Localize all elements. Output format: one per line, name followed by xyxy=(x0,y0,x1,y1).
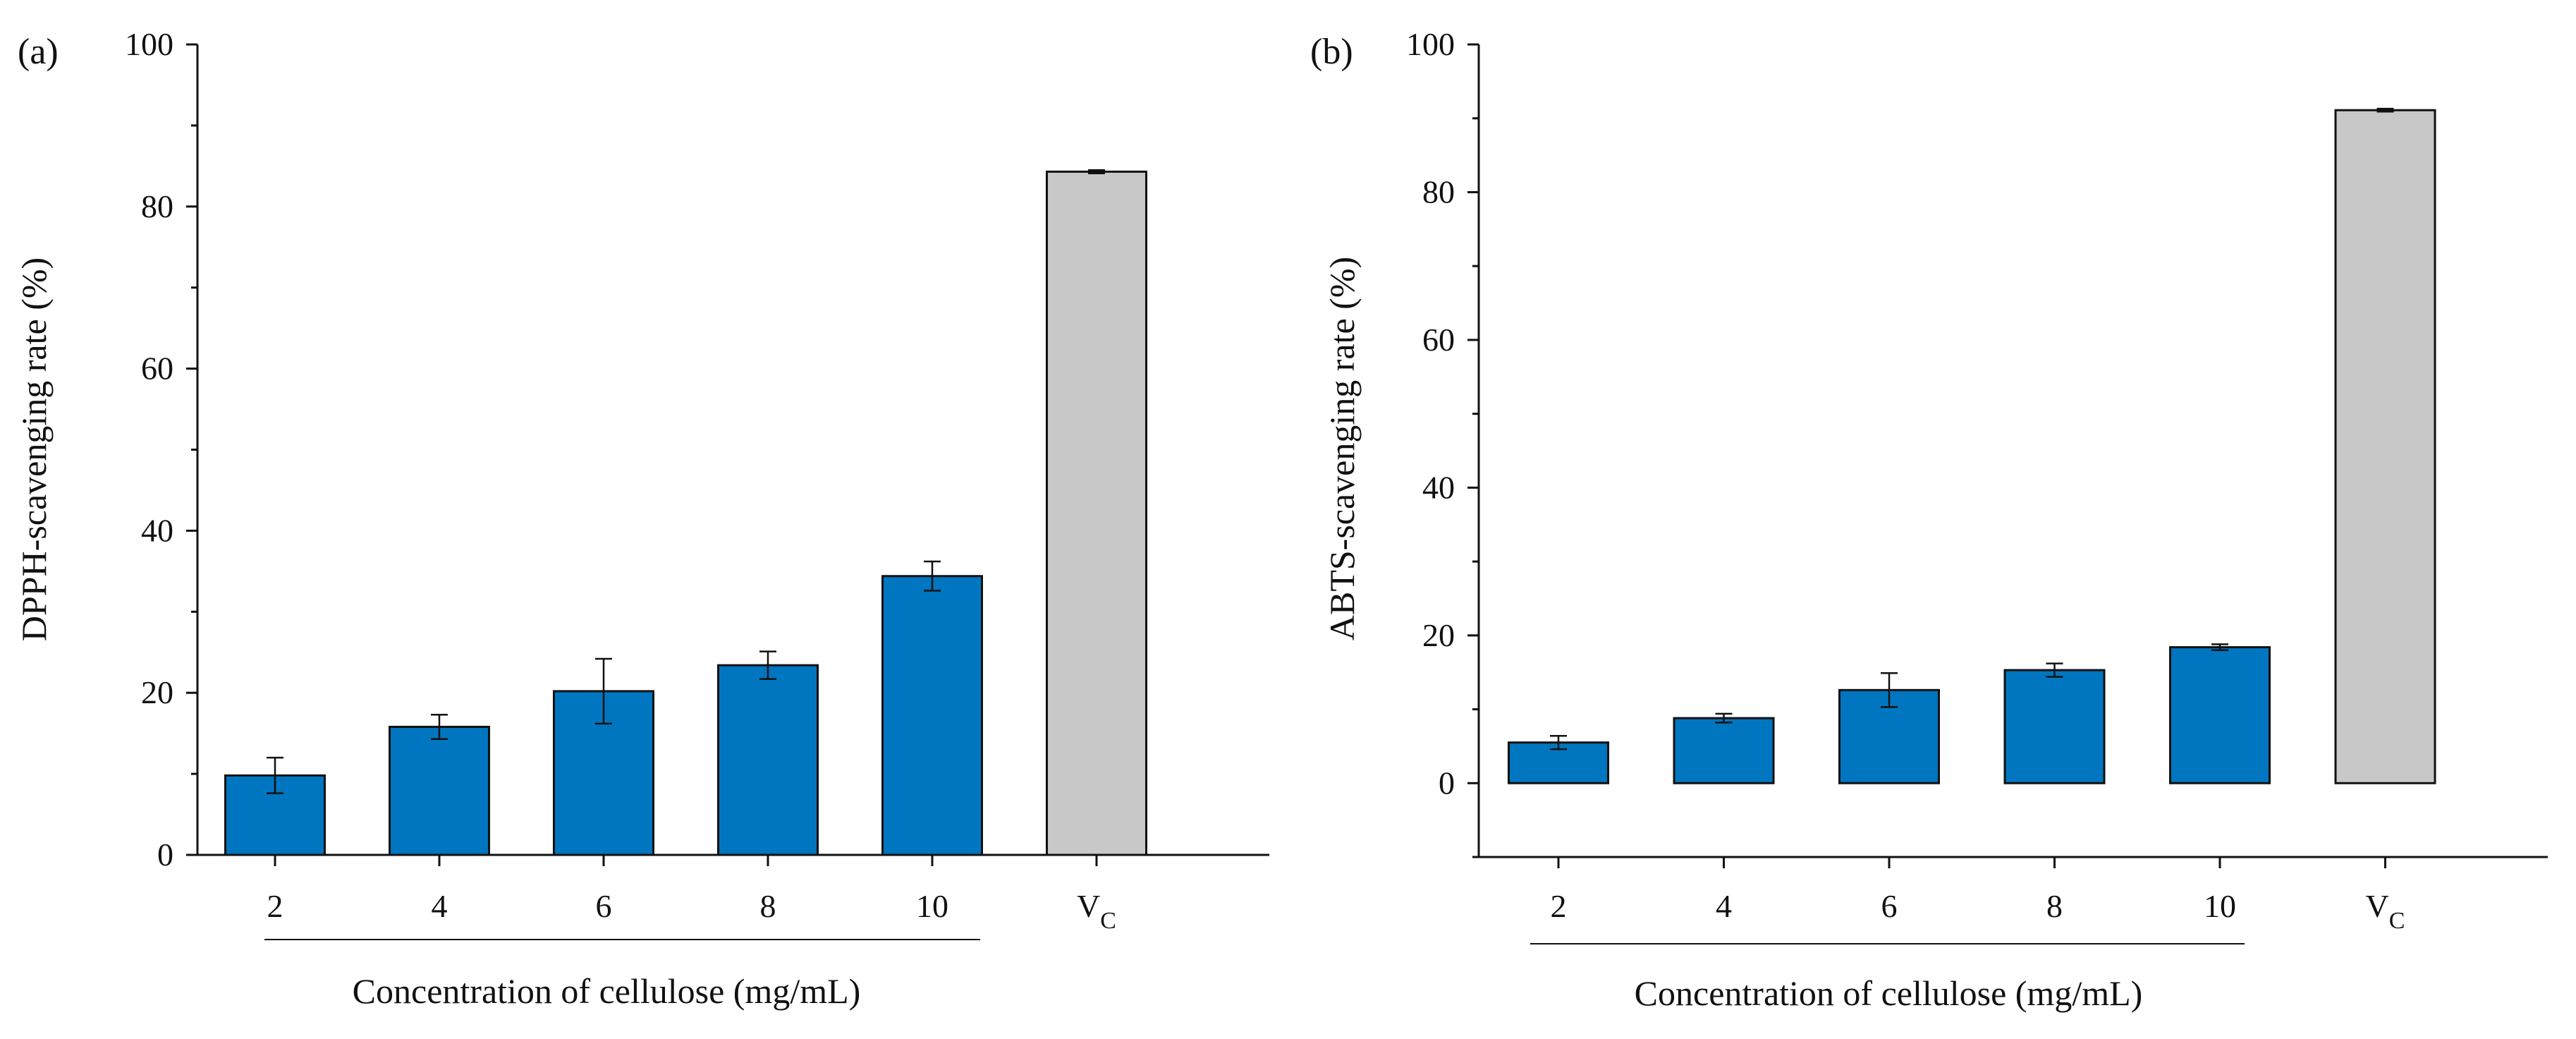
y-tick-label: 40 xyxy=(141,512,173,548)
y-axis-label: DPPH-scavenging rate (%) xyxy=(14,257,54,641)
x-tick-label-subscript: C xyxy=(2389,908,2405,934)
y-tick-label: 80 xyxy=(141,188,173,224)
x-tick-label: 8 xyxy=(2046,888,2063,924)
y-tick-label: 0 xyxy=(157,837,173,873)
y-axis-label: ABTS-scavenging rate (%) xyxy=(1322,257,1362,640)
x-tick-label: 2 xyxy=(267,888,283,924)
x-tick-label-text: 6 xyxy=(1881,888,1898,924)
panel-b: 0 20 40 60 80 100 2 4 6 8 10 VC Concentration of cel… xyxy=(1310,26,2548,1013)
x-tick-label-text: 8 xyxy=(2046,888,2063,924)
x-tick-label: VC xyxy=(1077,888,1116,934)
bar xyxy=(1673,717,1775,784)
x-tick-label-text: V xyxy=(1077,888,1100,924)
bar xyxy=(2169,646,2271,784)
x-tick-label: 10 xyxy=(916,888,948,924)
x-tick-label-text: 6 xyxy=(596,888,612,924)
panel-a: 0 20 40 60 80 100 2 4 6 8 10 VC Concentration of cel… xyxy=(14,26,1269,1011)
panel-label: (b) xyxy=(1310,32,1353,72)
x-tick-label: 10 xyxy=(2204,888,2236,924)
bar xyxy=(2334,109,2436,784)
y-tick-label: 40 xyxy=(1422,469,1455,505)
bar xyxy=(717,664,819,856)
bar xyxy=(224,774,326,856)
bar xyxy=(2003,669,2106,784)
y-tick-label: 100 xyxy=(125,26,173,62)
bar xyxy=(1046,170,1147,856)
y-tick-label: 0 xyxy=(1439,765,1455,801)
x-tick-label: 6 xyxy=(1881,888,1898,924)
y-tick-label: 60 xyxy=(141,351,173,387)
x-tick-label: 8 xyxy=(760,888,776,924)
x-tick-label-text: 8 xyxy=(760,888,776,924)
x-tick-label: 6 xyxy=(596,888,612,924)
y-tick-label: 60 xyxy=(1422,322,1455,358)
y-tick-label: 100 xyxy=(1406,26,1455,62)
x-tick-label: 4 xyxy=(1716,888,1732,924)
x-tick-label: VC xyxy=(2366,888,2405,934)
y-tick-label: 80 xyxy=(1422,174,1455,209)
x-tick-label-text: 10 xyxy=(916,888,948,924)
x-tick-label-text: 4 xyxy=(1716,888,1732,924)
panel-label: (a) xyxy=(18,32,59,72)
x-axis-label: Concentration of cellulose (mg/mL) xyxy=(353,971,861,1011)
x-tick-label-text: V xyxy=(2366,888,2389,924)
bar xyxy=(881,575,983,856)
x-tick-label: 2 xyxy=(1551,888,1567,924)
y-tick-label: 20 xyxy=(1422,617,1455,653)
x-tick-label-text: 4 xyxy=(432,888,448,924)
x-axis-label: Concentration of cellulose (mg/mL) xyxy=(1635,973,2143,1013)
x-tick-label-text: 2 xyxy=(267,888,283,924)
x-tick-label-subscript: C xyxy=(1100,908,1116,934)
bar xyxy=(389,725,490,856)
y-tick-label: 20 xyxy=(141,674,173,710)
x-tick-label-text: 2 xyxy=(1551,888,1567,924)
x-tick-label: 4 xyxy=(432,888,448,924)
x-tick-label-text: 10 xyxy=(2204,888,2236,924)
